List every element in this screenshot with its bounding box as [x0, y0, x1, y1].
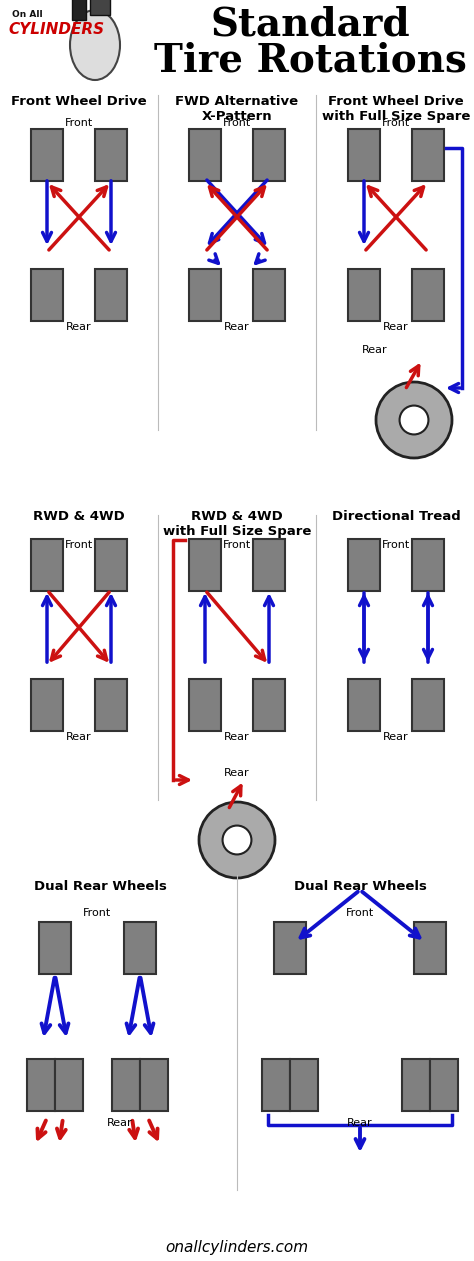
Text: Front: Front: [382, 119, 410, 129]
Bar: [414, 922, 446, 973]
Text: Rear: Rear: [224, 731, 250, 741]
Text: Dual Rear Wheels: Dual Rear Wheels: [293, 880, 427, 893]
Bar: [274, 922, 306, 973]
Bar: [348, 538, 380, 591]
Bar: [112, 1059, 140, 1111]
Bar: [402, 1059, 430, 1111]
Text: Rear: Rear: [66, 322, 92, 332]
Bar: [124, 922, 156, 973]
Text: On All: On All: [12, 10, 43, 19]
Bar: [95, 678, 127, 731]
Bar: [290, 1059, 318, 1111]
Bar: [412, 129, 444, 182]
Bar: [412, 269, 444, 322]
Circle shape: [223, 826, 251, 855]
Bar: [189, 678, 221, 731]
Text: Dual Rear Wheels: Dual Rear Wheels: [34, 880, 166, 893]
Text: RWD & 4WD
with Full Size Spare: RWD & 4WD with Full Size Spare: [163, 509, 311, 538]
Text: Front Wheel Drive
with Full Size Spare: Front Wheel Drive with Full Size Spare: [322, 95, 470, 124]
Circle shape: [400, 406, 428, 435]
Bar: [31, 269, 63, 322]
Bar: [55, 1059, 83, 1111]
Bar: [90, 0, 110, 15]
Bar: [412, 678, 444, 731]
Bar: [39, 922, 71, 973]
Bar: [253, 129, 285, 182]
Bar: [430, 1059, 458, 1111]
Bar: [27, 1059, 55, 1111]
Text: Front: Front: [223, 540, 251, 550]
Bar: [253, 269, 285, 322]
Text: Rear: Rear: [107, 1119, 133, 1129]
Text: Front: Front: [346, 908, 374, 918]
Bar: [31, 678, 63, 731]
Bar: [95, 129, 127, 182]
Text: Tire Rotations: Tire Rotations: [154, 42, 466, 79]
Ellipse shape: [70, 10, 120, 79]
Text: Directional Tread: Directional Tread: [332, 509, 460, 523]
Bar: [348, 129, 380, 182]
Text: Standard: Standard: [210, 5, 410, 43]
Text: CYLINDERS: CYLINDERS: [8, 21, 104, 37]
Bar: [253, 538, 285, 591]
Text: Rear: Rear: [383, 322, 409, 332]
Bar: [189, 129, 221, 182]
Bar: [72, 0, 86, 20]
Bar: [140, 1059, 168, 1111]
Text: Front: Front: [65, 119, 93, 129]
Circle shape: [199, 802, 275, 878]
Bar: [189, 269, 221, 322]
Circle shape: [376, 382, 452, 458]
Text: Rear: Rear: [66, 731, 92, 741]
Bar: [253, 678, 285, 731]
Text: onallcylinders.com: onallcylinders.com: [165, 1240, 309, 1255]
Text: Rear: Rear: [224, 322, 250, 332]
Text: Front: Front: [83, 908, 111, 918]
Text: Front: Front: [65, 540, 93, 550]
Text: Rear: Rear: [347, 1119, 373, 1129]
Text: Front Wheel Drive: Front Wheel Drive: [11, 95, 147, 108]
Bar: [412, 538, 444, 591]
Bar: [31, 129, 63, 182]
Text: RWD & 4WD: RWD & 4WD: [33, 509, 125, 523]
Bar: [348, 678, 380, 731]
Bar: [95, 269, 127, 322]
Text: Front: Front: [223, 119, 251, 129]
Bar: [348, 269, 380, 322]
Bar: [262, 1059, 290, 1111]
Text: Front: Front: [382, 540, 410, 550]
Bar: [31, 538, 63, 591]
Text: Rear: Rear: [362, 346, 388, 356]
Bar: [189, 538, 221, 591]
Text: FWD Alternative
X-Pattern: FWD Alternative X-Pattern: [175, 95, 299, 124]
Text: Rear: Rear: [224, 768, 250, 778]
Text: Rear: Rear: [383, 731, 409, 741]
Bar: [95, 538, 127, 591]
